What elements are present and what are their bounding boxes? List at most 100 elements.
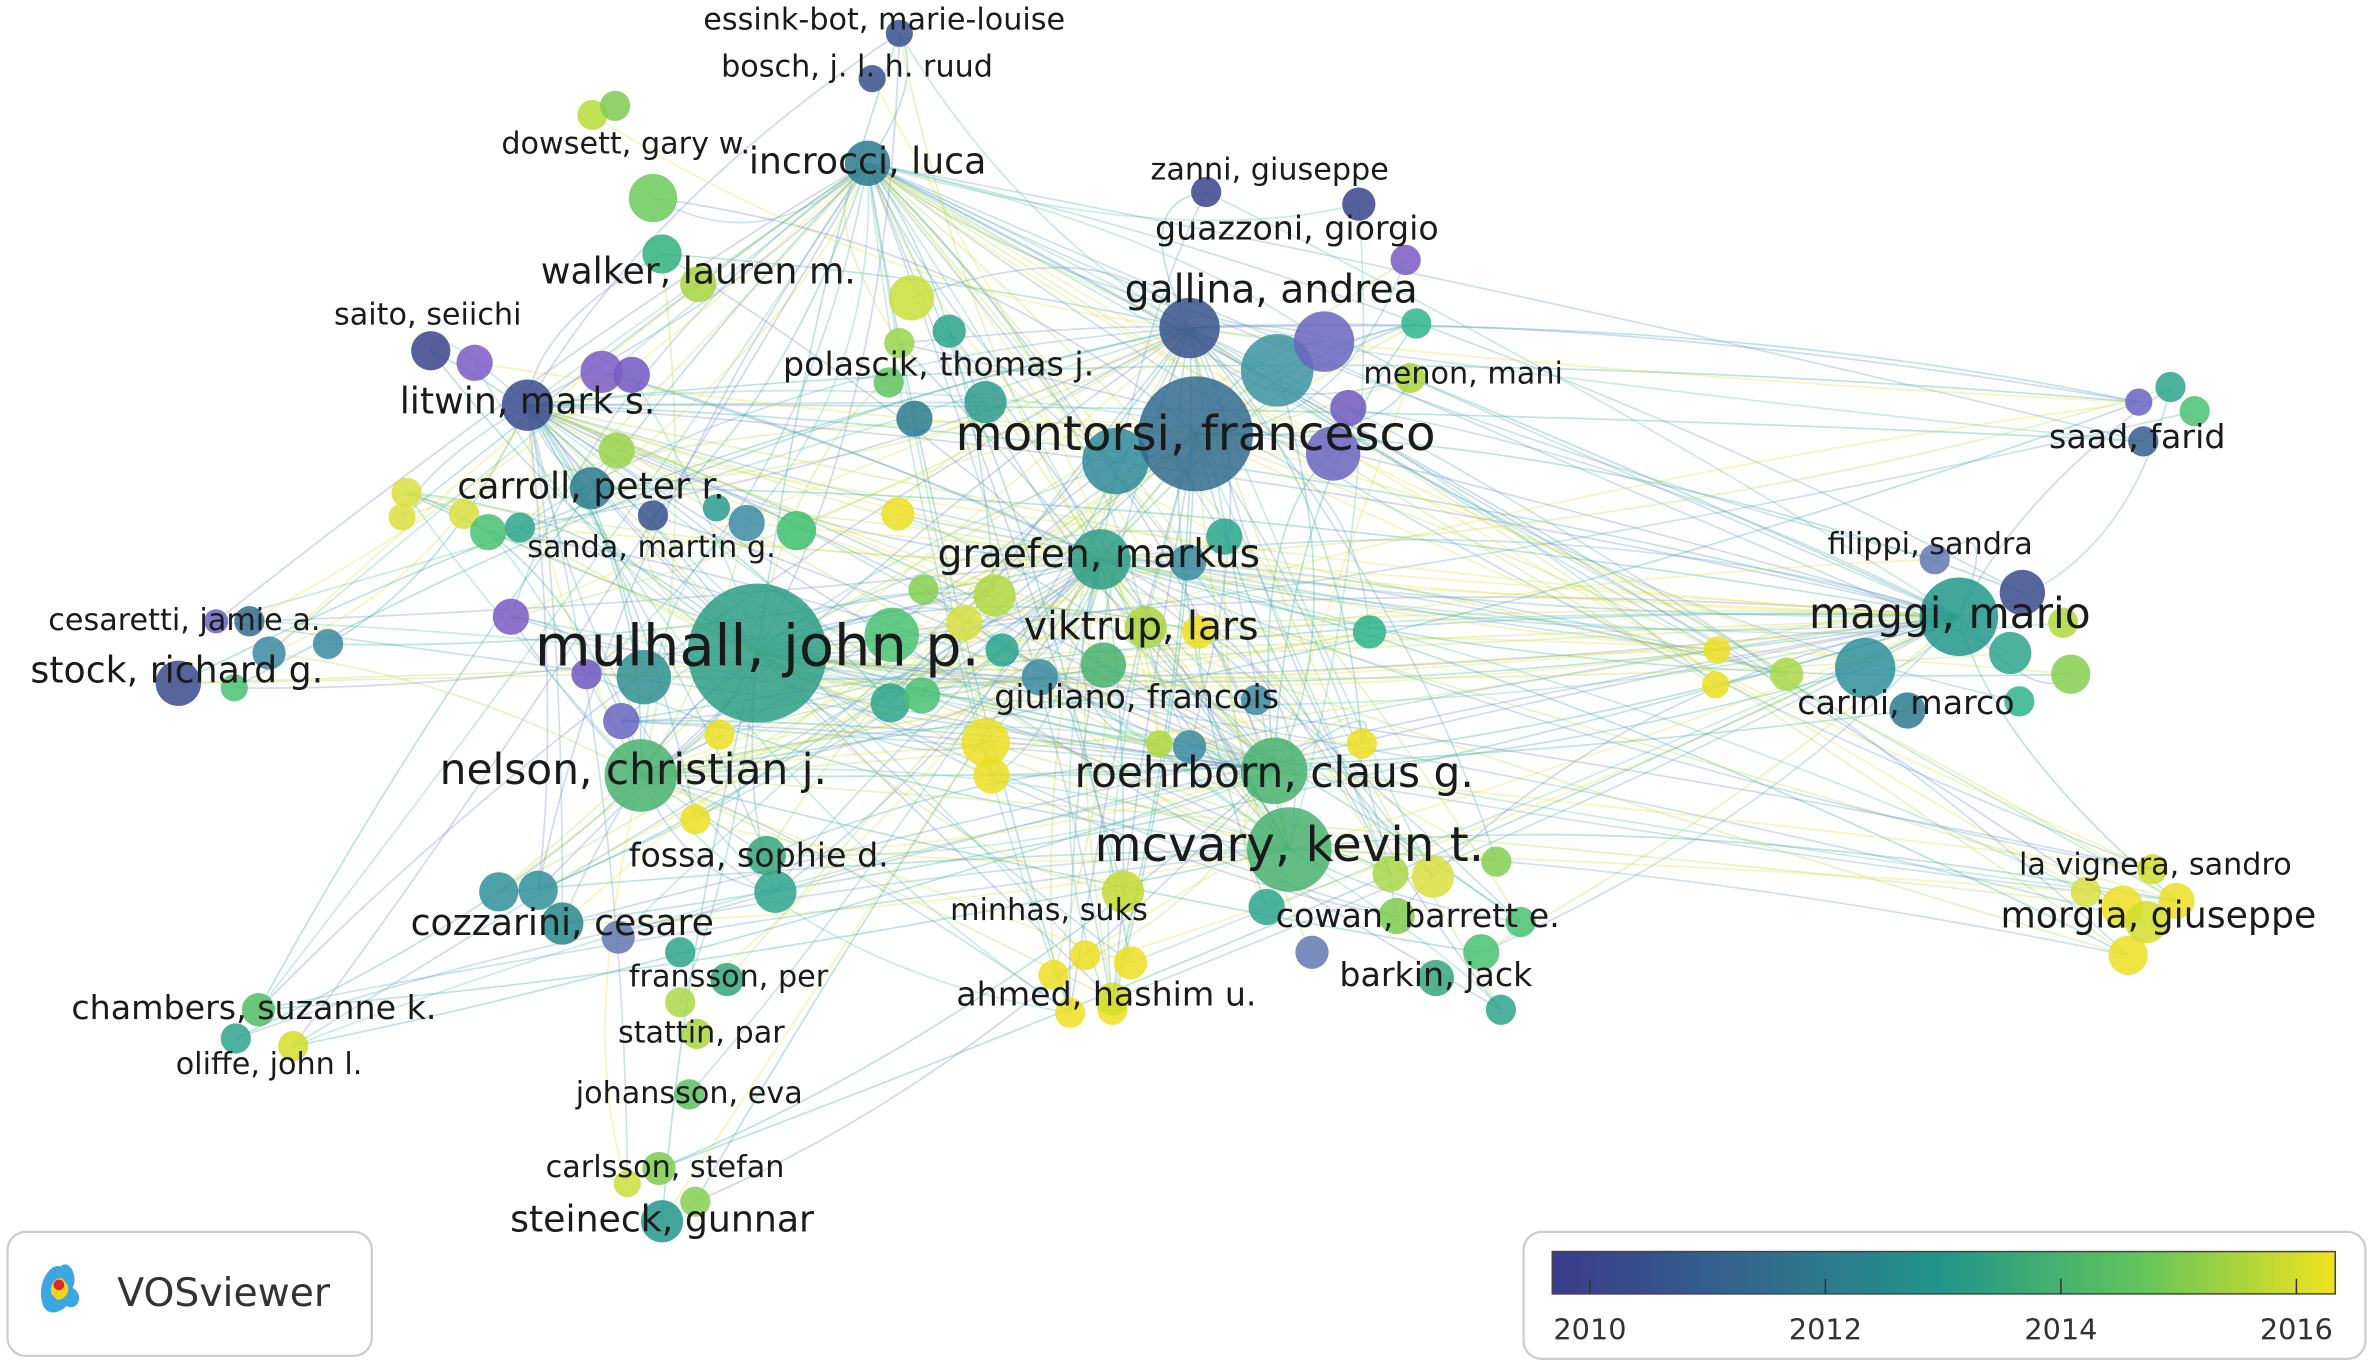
node	[1352, 615, 1387, 649]
node	[613, 1169, 641, 1198]
node	[1169, 544, 1207, 581]
nodes	[155, 19, 2210, 1243]
edge	[527, 404, 1787, 675]
node	[896, 400, 933, 437]
node	[580, 350, 623, 394]
edge	[527, 404, 2129, 957]
edge	[726, 558, 1101, 981]
node	[518, 870, 558, 910]
node	[600, 90, 631, 121]
node	[873, 367, 904, 398]
edge	[257, 327, 1190, 1011]
edge	[640, 401, 2140, 777]
edge	[756, 652, 1397, 917]
edge	[1289, 848, 2086, 893]
edge	[774, 558, 1101, 893]
edge	[1100, 558, 2153, 870]
node-label: mulhall, john p.	[535, 613, 980, 680]
edge	[640, 676, 1041, 777]
edge	[757, 410, 2195, 654]
node-label: maggi, mario	[1809, 589, 2091, 638]
edge	[866, 162, 1191, 748]
edge	[1099, 191, 1207, 560]
edge	[756, 33, 901, 654]
node	[674, 1079, 705, 1110]
node	[704, 719, 735, 750]
node	[577, 99, 608, 131]
node	[642, 234, 682, 274]
edge	[601, 371, 1101, 561]
node	[628, 173, 678, 223]
edge	[1099, 558, 1522, 923]
edge	[694, 770, 1275, 1203]
node	[1159, 297, 1220, 359]
node-label: graefen, markus	[938, 532, 1261, 577]
edge	[1189, 615, 1959, 748]
edge	[1194, 433, 1392, 875]
node	[604, 739, 678, 812]
node-label: fossa, sophie d.	[629, 836, 889, 875]
edge	[527, 404, 2177, 902]
edge	[640, 649, 1718, 777]
node	[961, 718, 1010, 767]
edge	[527, 404, 1522, 923]
node	[1411, 855, 1455, 898]
edge	[640, 401, 2139, 777]
node	[885, 19, 913, 47]
node	[1191, 176, 1222, 208]
edge	[871, 78, 1275, 772]
node	[1999, 569, 2046, 616]
node	[1505, 906, 1536, 938]
edge	[1111, 433, 1197, 1010]
node	[1889, 692, 1926, 729]
node-label: montorsi, francesco	[956, 406, 1436, 462]
node	[1113, 946, 1148, 980]
node	[1305, 426, 1361, 481]
node	[1293, 311, 1355, 372]
edge	[652, 162, 869, 224]
node	[1701, 671, 1730, 699]
node	[946, 604, 983, 641]
edge	[766, 770, 1275, 857]
edge	[1187, 561, 1959, 618]
node	[155, 660, 202, 706]
edge	[921, 327, 1191, 696]
edge	[488, 327, 1190, 533]
edge	[401, 420, 1196, 518]
edge	[867, 162, 2011, 654]
node	[278, 1030, 309, 1062]
node	[1095, 982, 1130, 1016]
edge	[488, 531, 1275, 772]
edge	[1145, 609, 1959, 629]
edge	[268, 652, 642, 777]
node	[680, 804, 711, 835]
node-label: viktrup, lars	[1024, 604, 1259, 649]
edge	[899, 342, 1960, 618]
node-label: menon, mani	[1363, 356, 1563, 391]
node-label: zanni, giuseppe	[1150, 152, 1388, 187]
edge	[249, 558, 1101, 623]
node-label: saito, seiichi	[334, 297, 522, 332]
edge	[1480, 616, 1960, 954]
node-label: minhas, suks	[950, 893, 1148, 928]
edge	[526, 404, 645, 678]
node	[601, 920, 635, 954]
node	[613, 356, 650, 394]
edge	[1099, 559, 1125, 892]
edge	[1274, 667, 1866, 772]
node	[710, 962, 744, 997]
edge	[866, 162, 1434, 878]
node-label: cozzarini, cesare	[411, 901, 714, 944]
node	[598, 432, 635, 469]
node	[448, 498, 480, 530]
node	[501, 379, 554, 431]
edge	[1107, 433, 1197, 1010]
node	[884, 328, 915, 359]
node	[903, 677, 941, 714]
node	[728, 504, 765, 542]
node	[603, 702, 640, 740]
edge	[293, 770, 1275, 1047]
node	[864, 607, 919, 663]
edge	[585, 163, 869, 675]
